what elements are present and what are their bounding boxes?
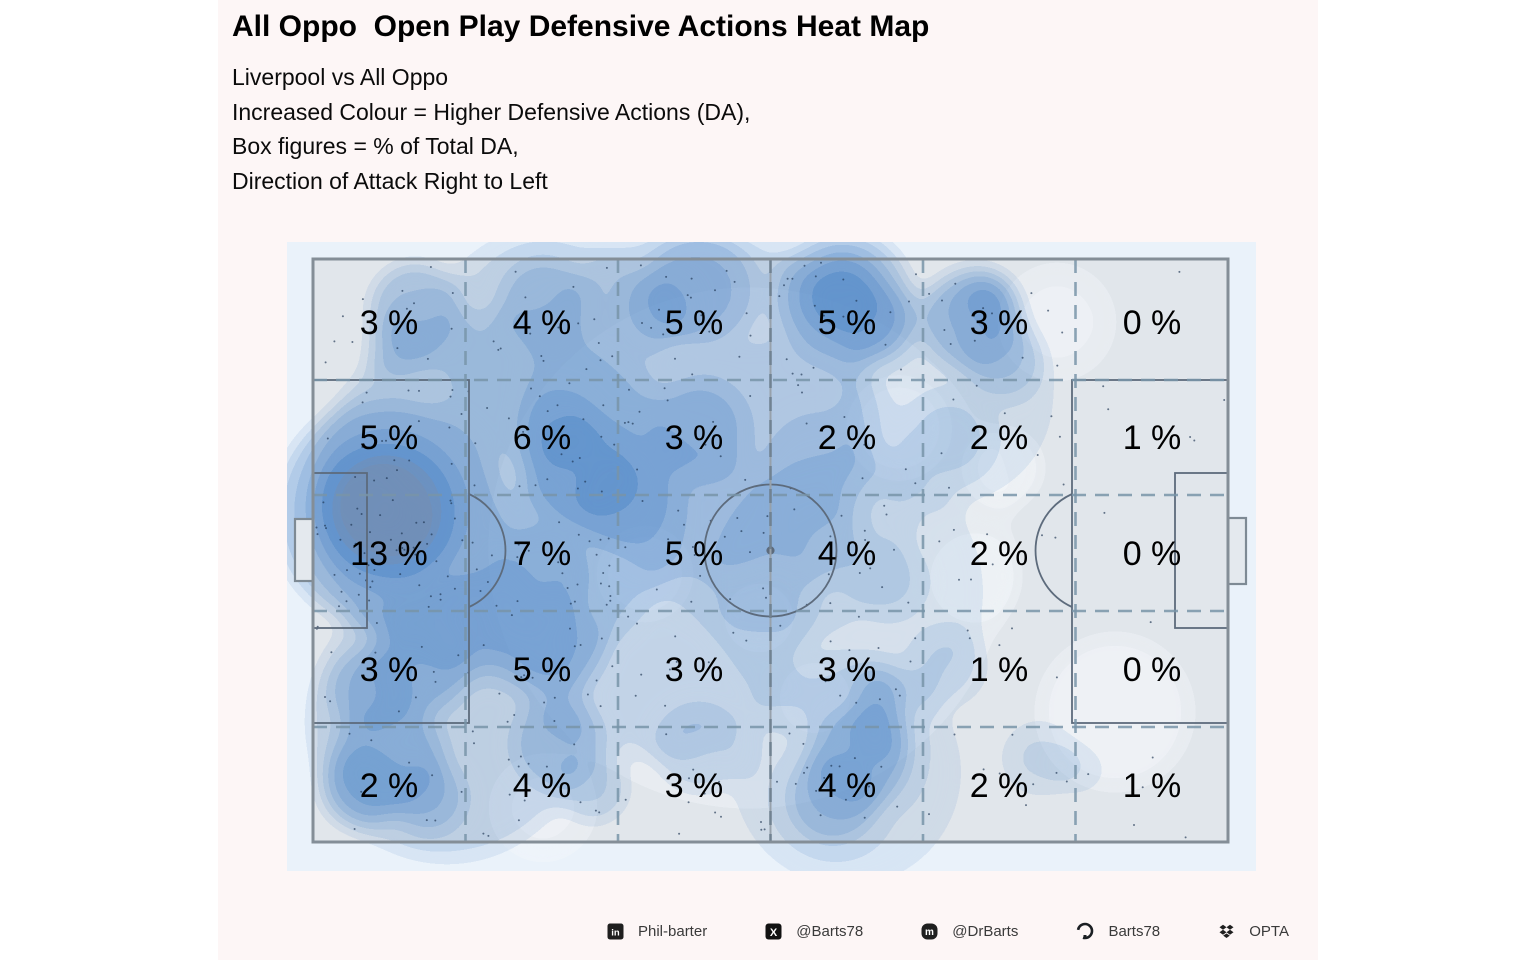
credit-github: Barts78	[1076, 922, 1160, 940]
github-icon	[1076, 922, 1094, 940]
credit-label: @DrBarts	[952, 922, 1019, 940]
figure-background: All Oppo Open Play Defensive Actions Hea…	[218, 0, 1318, 960]
credit-dropbox: OPTA	[1218, 923, 1289, 940]
event-dots-layer	[315, 261, 1226, 839]
credit-label: OPTA	[1249, 922, 1289, 940]
svg-text:m: m	[925, 927, 934, 938]
goals	[293, 516, 1248, 586]
zone-value: 3 %	[970, 304, 1029, 342]
right-penalty-arc	[1034, 493, 1073, 608]
credit-x: X @Barts78	[765, 923, 863, 940]
zone-value: 4 %	[513, 767, 572, 805]
subtitle-line-1: Liverpool vs All Oppo	[232, 64, 449, 90]
zone-value: 6 %	[513, 419, 572, 457]
credit-mastodon: m @DrBarts	[921, 923, 1018, 940]
zone-value: 3 %	[818, 651, 877, 689]
zone-value: 1 %	[1123, 767, 1182, 805]
zone-value: 3 %	[360, 651, 419, 689]
zone-value: 5 %	[818, 304, 877, 342]
heat-peak-layer	[329, 452, 445, 568]
zone-value: 5 %	[665, 535, 724, 573]
zone-value: 4 %	[513, 304, 572, 342]
zone-value: 2 %	[970, 535, 1029, 573]
chart-subtitle: Liverpool vs All Oppo Increased Colour =…	[232, 60, 750, 198]
zone-value: 0 %	[1123, 304, 1182, 342]
zone-value: 4 %	[818, 767, 877, 805]
zone-value: 5 %	[360, 419, 419, 457]
svg-text:X: X	[770, 926, 778, 938]
subtitle-line-2: Increased Colour = Higher Defensive Acti…	[232, 98, 751, 125]
zone-value: 3 %	[665, 767, 724, 805]
right-goal	[1226, 516, 1248, 586]
zone-value: 2 %	[360, 767, 419, 805]
credit-linkedin: in Phil-barter	[607, 923, 707, 940]
zone-grid	[313, 259, 1228, 842]
pitch-heatmap: 3 % 4 % 5 % 5 % 3 % 0 % 5 % 6 % 3 % 2 % …	[287, 242, 1248, 871]
chart-title: All Oppo Open Play Defensive Actions Hea…	[232, 10, 930, 43]
zone-percentage-labels: 3 % 4 % 5 % 5 % 3 % 0 % 5 % 6 % 3 % 2 % …	[350, 304, 1181, 805]
zone-value: 0 %	[1123, 651, 1182, 689]
left-goal	[293, 517, 315, 583]
credits-footer: in Phil-barter X @Barts78 m @DrBarts	[607, 922, 1289, 940]
zone-value: 5 %	[513, 651, 572, 689]
zone-value: 5 %	[665, 304, 724, 342]
linkedin-icon: in	[607, 923, 624, 940]
credit-label: Barts78	[1108, 922, 1161, 940]
zone-value: 3 %	[665, 419, 724, 457]
zone-value: 1 %	[1123, 419, 1182, 457]
zone-value: 13 %	[350, 535, 428, 573]
subtitle-line-3: Box figures = % of Total DA,	[232, 133, 519, 159]
x-icon: X	[765, 923, 782, 940]
left-penalty-arc	[468, 493, 507, 608]
subtitle-line-4: Direction of Attack Right to Left	[232, 167, 548, 194]
zone-value: 7 %	[513, 535, 572, 573]
zone-value: 2 %	[970, 767, 1029, 805]
zone-value: 3 %	[665, 651, 724, 689]
zone-value: 0 %	[1123, 535, 1182, 573]
zone-value: 2 %	[818, 419, 877, 457]
zone-value: 2 %	[970, 419, 1029, 457]
zone-value: 4 %	[818, 535, 877, 573]
credit-label: @Barts78	[796, 922, 864, 940]
zone-value: 3 %	[360, 304, 419, 342]
plot-panel: 3 % 4 % 5 % 5 % 3 % 0 % 5 % 6 % 3 % 2 % …	[287, 242, 1256, 871]
credit-label: Phil-barter	[638, 922, 708, 940]
dropbox-icon	[1218, 923, 1235, 940]
mastodon-icon: m	[921, 923, 938, 940]
svg-text:in: in	[611, 927, 620, 938]
zone-value: 1 %	[970, 651, 1029, 689]
pitch-boundary	[311, 257, 1230, 844]
